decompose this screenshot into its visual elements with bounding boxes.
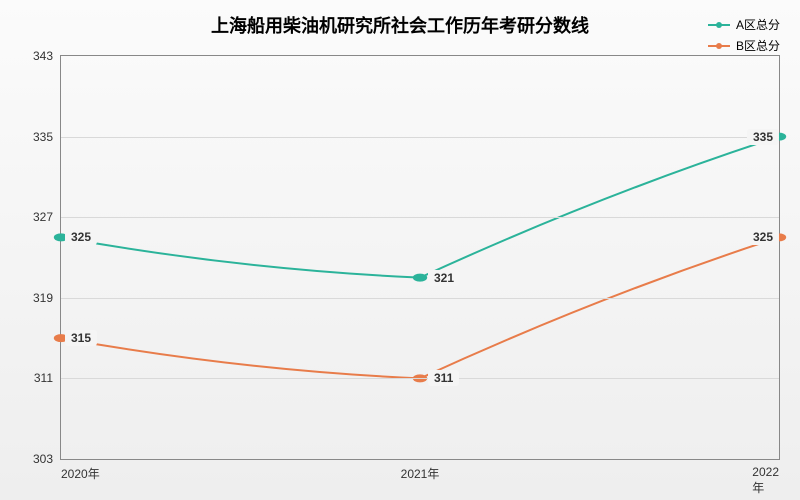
chart-lines-svg (61, 56, 779, 459)
chart-legend: A区总分 B区总分 (708, 16, 780, 58)
chart-plot-area: 3033113193273353432020年2021年2022年3253213… (60, 55, 780, 460)
y-axis-tick: 343 (33, 49, 61, 63)
grid-line (61, 217, 779, 218)
series-point (413, 274, 427, 282)
x-axis-tick: 2021年 (401, 459, 440, 482)
point-label: 315 (65, 330, 97, 346)
grid-line (61, 298, 779, 299)
chart-title: 上海船用柴油机研究所社会工作历年考研分数线 (0, 12, 800, 38)
grid-line (61, 137, 779, 138)
series-line (61, 137, 779, 278)
point-label: 321 (428, 270, 460, 286)
x-axis-tick: 2020年 (61, 459, 100, 482)
legend-swatch-b (708, 45, 730, 47)
y-axis-tick: 319 (33, 291, 61, 305)
x-axis-tick: 2022年 (752, 459, 779, 496)
point-label: 325 (747, 229, 779, 245)
series-line (61, 237, 779, 378)
legend-label-b: B区总分 (736, 37, 780, 54)
y-axis-tick: 303 (33, 452, 61, 466)
legend-item-a: A区总分 (708, 16, 780, 33)
point-label: 335 (747, 129, 779, 145)
legend-label-a: A区总分 (736, 16, 780, 33)
legend-swatch-a (708, 24, 730, 26)
legend-item-b: B区总分 (708, 37, 780, 54)
y-axis-tick: 311 (34, 371, 61, 385)
point-label: 325 (65, 229, 97, 245)
grid-line (61, 378, 779, 379)
y-axis-tick: 335 (33, 130, 61, 144)
chart-container: 上海船用柴油机研究所社会工作历年考研分数线 A区总分 B区总分 303 311 31… (0, 0, 800, 500)
point-label: 311 (428, 370, 459, 386)
y-axis-tick: 327 (33, 210, 61, 224)
